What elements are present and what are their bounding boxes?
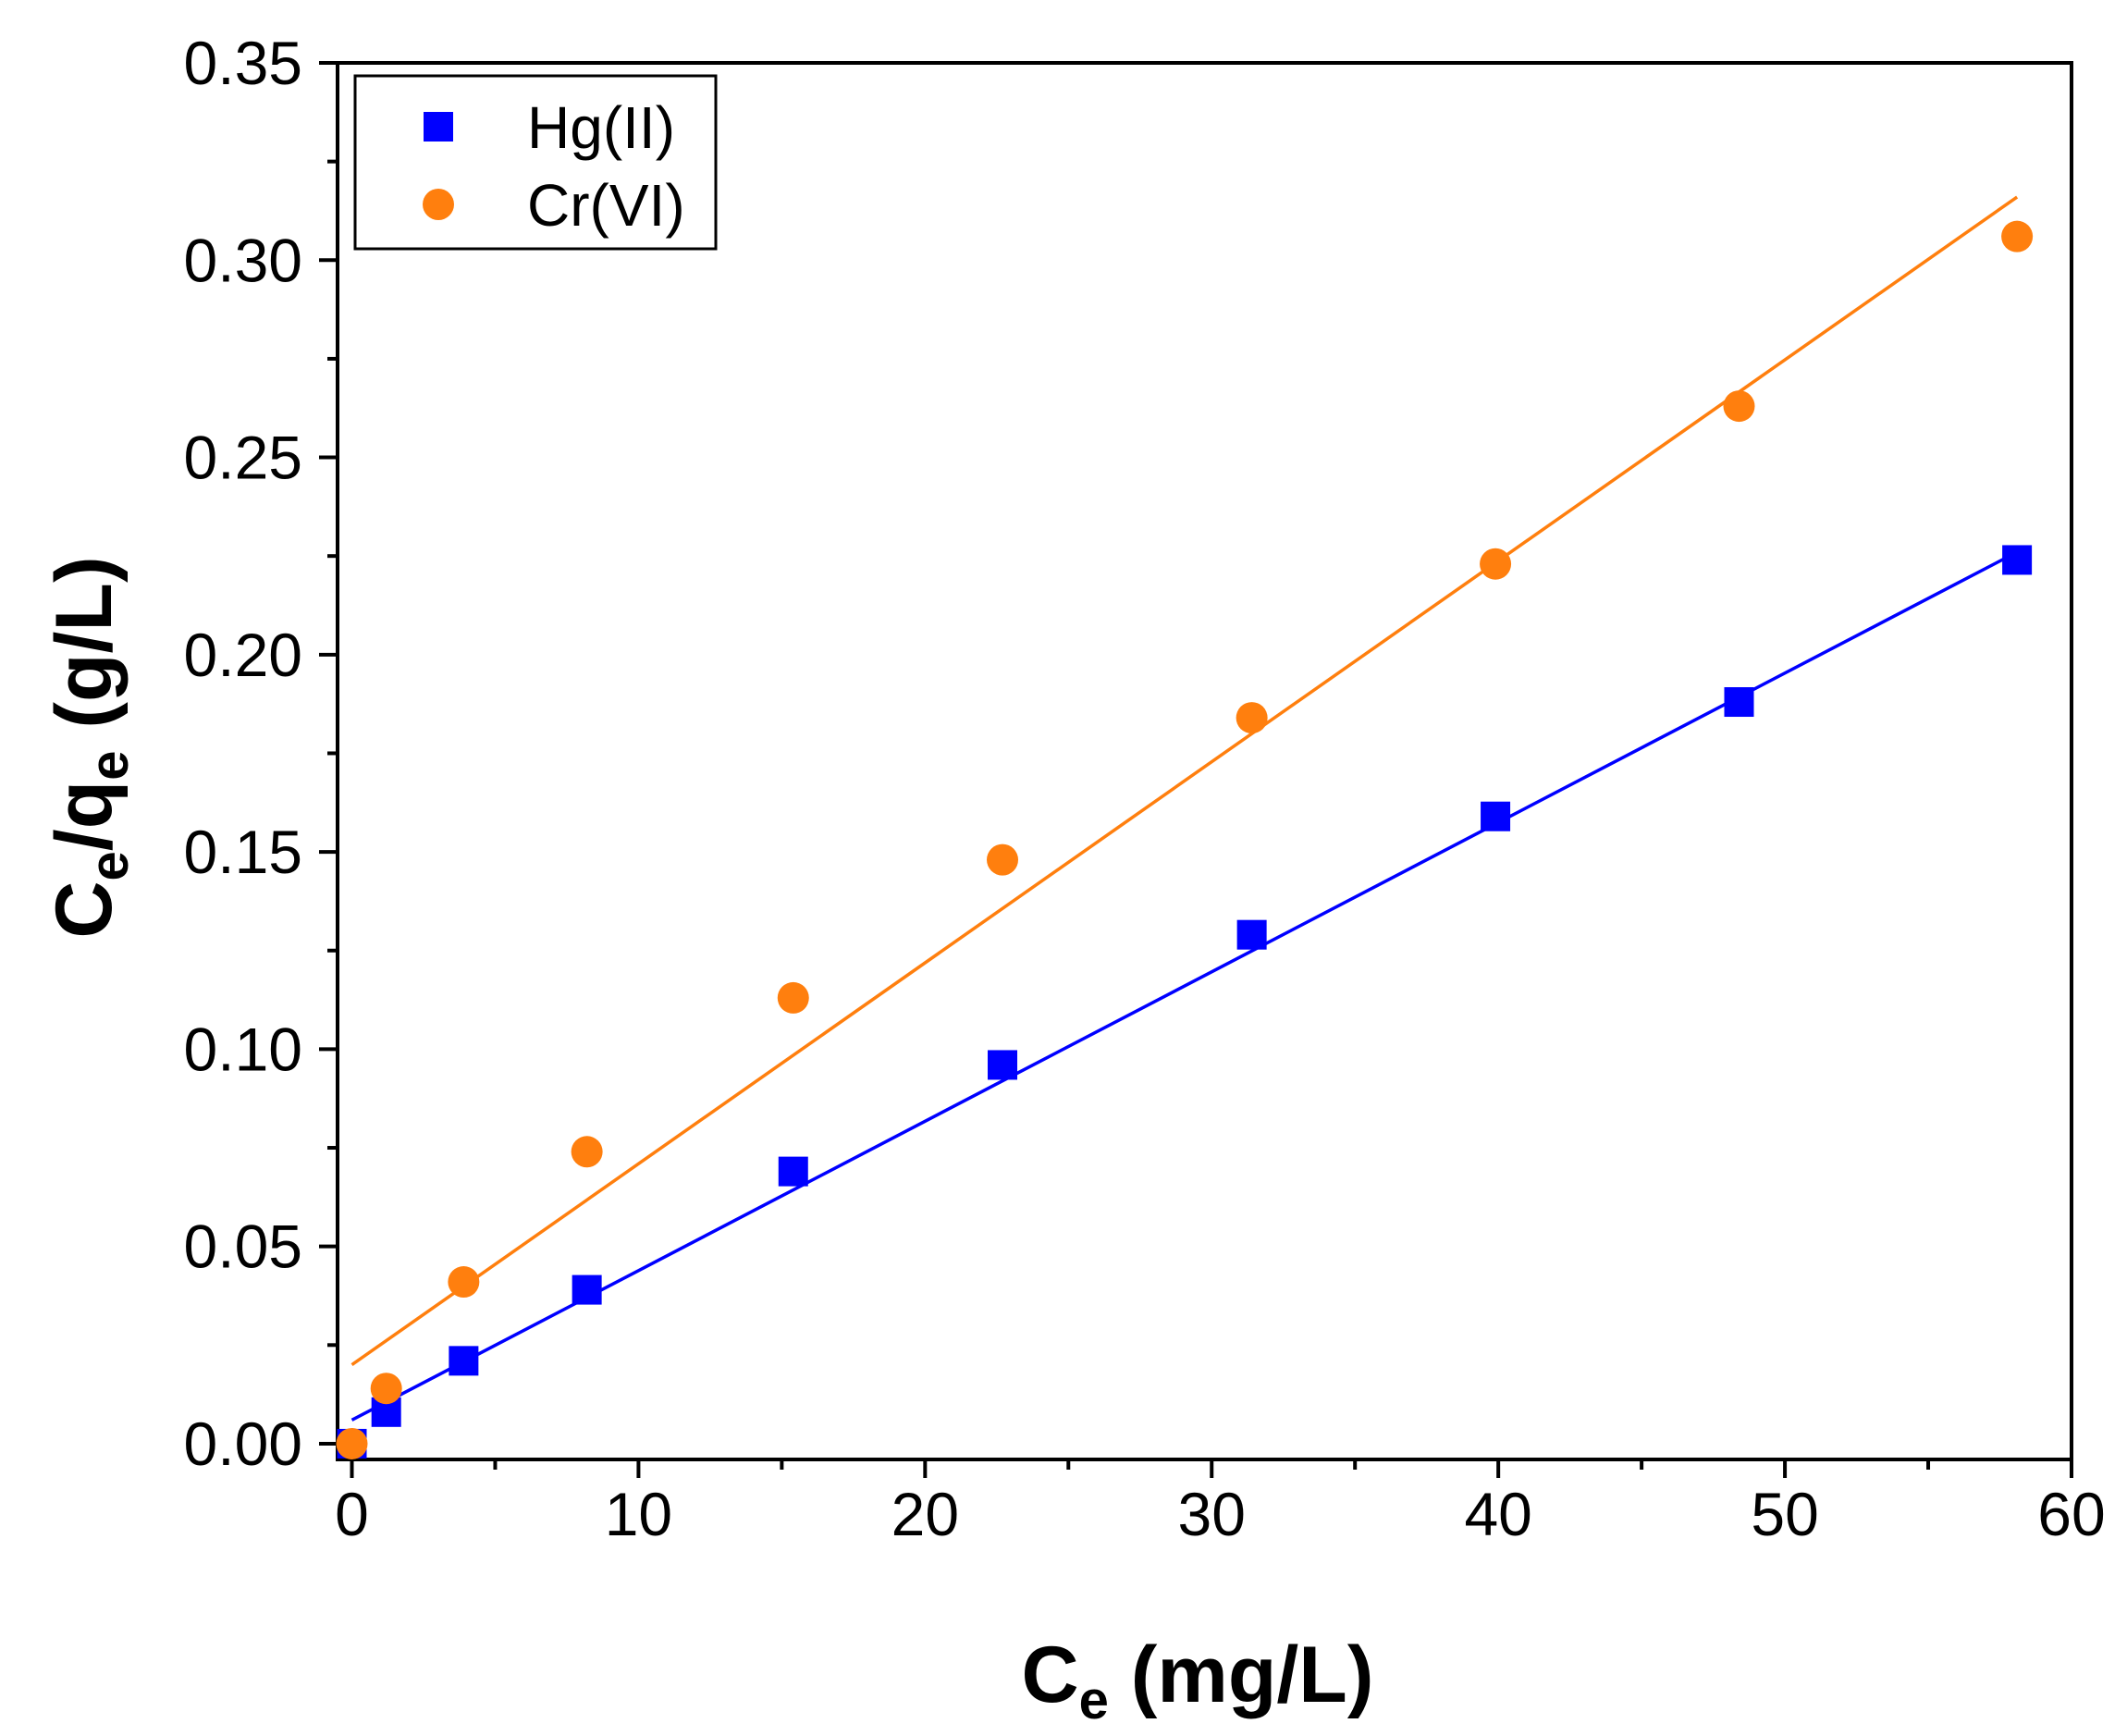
point-hgii — [449, 1346, 479, 1376]
y-axis-label: Ce/qe (g/L) — [40, 556, 140, 938]
x-tick-label: 0 — [335, 1480, 369, 1548]
point-hgii — [2002, 545, 2033, 575]
x-tick-label: 10 — [605, 1480, 672, 1548]
x-tick-label: 40 — [1464, 1480, 1531, 1548]
y-tick-label: 0.00 — [184, 1410, 302, 1478]
point-crvi — [448, 1266, 480, 1299]
point-crvi — [987, 843, 1019, 876]
point-hgii — [572, 1274, 602, 1305]
y-tick-label: 0.25 — [184, 424, 302, 492]
legend-label-hgii: Hg(II) — [527, 94, 675, 161]
x-tick-label: 20 — [891, 1480, 959, 1548]
point-hgii — [1724, 687, 1754, 718]
x-tick-label: 60 — [2037, 1480, 2105, 1548]
point-crvi — [2001, 220, 2034, 252]
legend-box — [353, 74, 718, 251]
x-tick-label: 30 — [1178, 1480, 1246, 1548]
axes: 0 10 20 30 40 50 60 0.00 0.05 0.10 0.15 0.20 0.25 0.3… — [184, 29, 2106, 1548]
x-tick-label: 50 — [1751, 1480, 1818, 1548]
point-hgii — [988, 1050, 1018, 1080]
legend-label-crvi: Cr(VI) — [527, 172, 685, 239]
point-crvi — [336, 1427, 368, 1459]
y-tick-label: 0.30 — [184, 226, 302, 294]
point-crvi — [777, 981, 809, 1014]
y-tick-label: 0.10 — [184, 1015, 302, 1083]
plot-frame — [336, 61, 2073, 1461]
legend: Hg(II) Cr(VI) — [353, 74, 718, 251]
y-tick-label: 0.35 — [184, 29, 302, 97]
fit-line-crvi — [350, 195, 2019, 1367]
y-tick-label: 0.15 — [184, 818, 302, 886]
point-crvi — [1480, 548, 1512, 580]
point-crvi — [1723, 390, 1755, 423]
point-hgii — [778, 1156, 808, 1187]
legend-marker-crvi — [423, 189, 454, 220]
y-tick-label: 0.20 — [184, 621, 302, 689]
point-hgii — [1481, 801, 1511, 831]
fit-lines — [350, 195, 2019, 1422]
legend-marker-hgii — [424, 112, 453, 142]
data-points — [336, 220, 2034, 1459]
point-crvi — [571, 1136, 603, 1168]
point-crvi — [1236, 702, 1268, 734]
x-axis-label: Ce (mg/L) — [1022, 1631, 1374, 1730]
point-hgii — [1236, 919, 1267, 950]
point-crvi — [370, 1373, 402, 1405]
y-tick-label: 0.05 — [184, 1213, 302, 1281]
